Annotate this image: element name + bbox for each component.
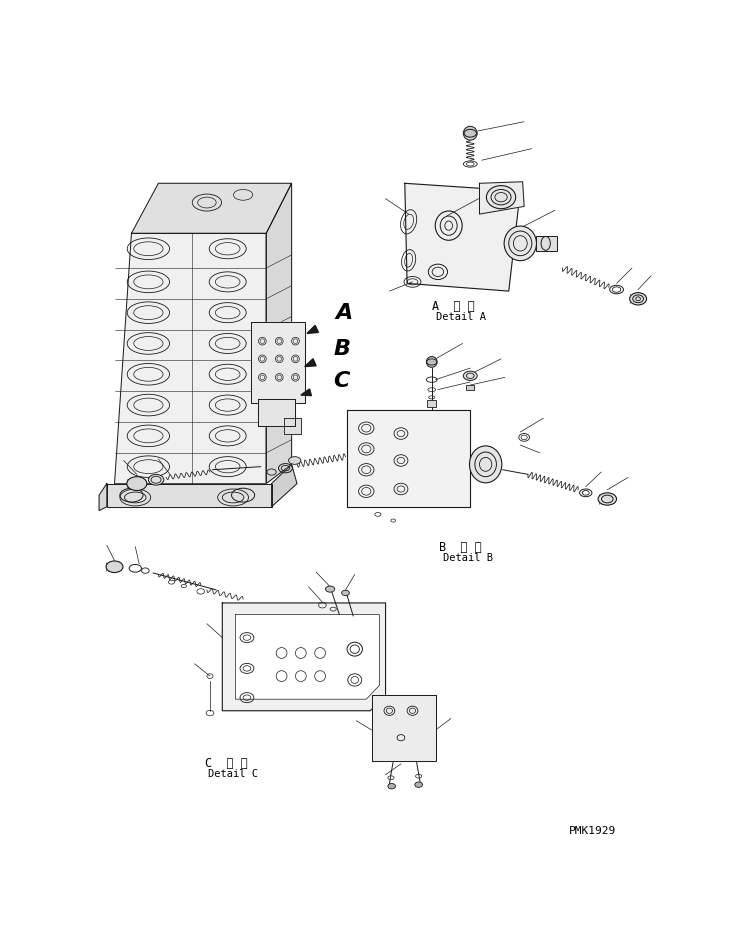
Text: B: B [333,339,350,359]
Polygon shape [347,410,470,506]
Text: PMK1929: PMK1929 [569,826,616,836]
Ellipse shape [127,477,147,490]
Polygon shape [284,418,301,433]
Text: B  詳 細: B 詳 細 [440,542,482,555]
Polygon shape [480,181,524,214]
Text: Detail C: Detail C [208,769,259,779]
Circle shape [426,356,437,368]
Text: Detail B: Detail B [443,553,494,563]
Ellipse shape [289,457,301,465]
Bar [427,401,437,407]
Text: A  詳 細: A 詳 細 [432,300,475,314]
Polygon shape [405,183,521,291]
Ellipse shape [469,446,502,483]
Circle shape [464,126,477,141]
Polygon shape [107,484,272,506]
Ellipse shape [342,590,349,596]
Ellipse shape [630,293,647,305]
Ellipse shape [486,185,515,209]
Ellipse shape [504,226,537,260]
Text: A: A [335,303,353,323]
Polygon shape [307,326,319,333]
Polygon shape [251,322,305,403]
Polygon shape [266,183,292,484]
Polygon shape [114,234,266,484]
Ellipse shape [325,586,335,592]
Polygon shape [301,389,311,395]
Ellipse shape [598,493,617,505]
Polygon shape [131,183,292,234]
Polygon shape [272,465,297,506]
Ellipse shape [149,474,164,485]
Text: C: C [333,371,350,391]
Polygon shape [305,359,316,367]
Polygon shape [222,603,386,711]
Ellipse shape [388,784,396,788]
Bar [536,236,557,251]
Ellipse shape [464,371,477,380]
Bar [467,385,474,390]
Ellipse shape [415,782,423,788]
Text: Detail A: Detail A [436,313,486,322]
Ellipse shape [120,488,143,503]
Polygon shape [99,484,107,510]
Text: C  詳 細: C 詳 細 [205,757,247,770]
Polygon shape [259,399,295,426]
Polygon shape [235,615,379,699]
Ellipse shape [232,488,254,503]
Polygon shape [372,695,436,761]
Ellipse shape [106,561,123,573]
